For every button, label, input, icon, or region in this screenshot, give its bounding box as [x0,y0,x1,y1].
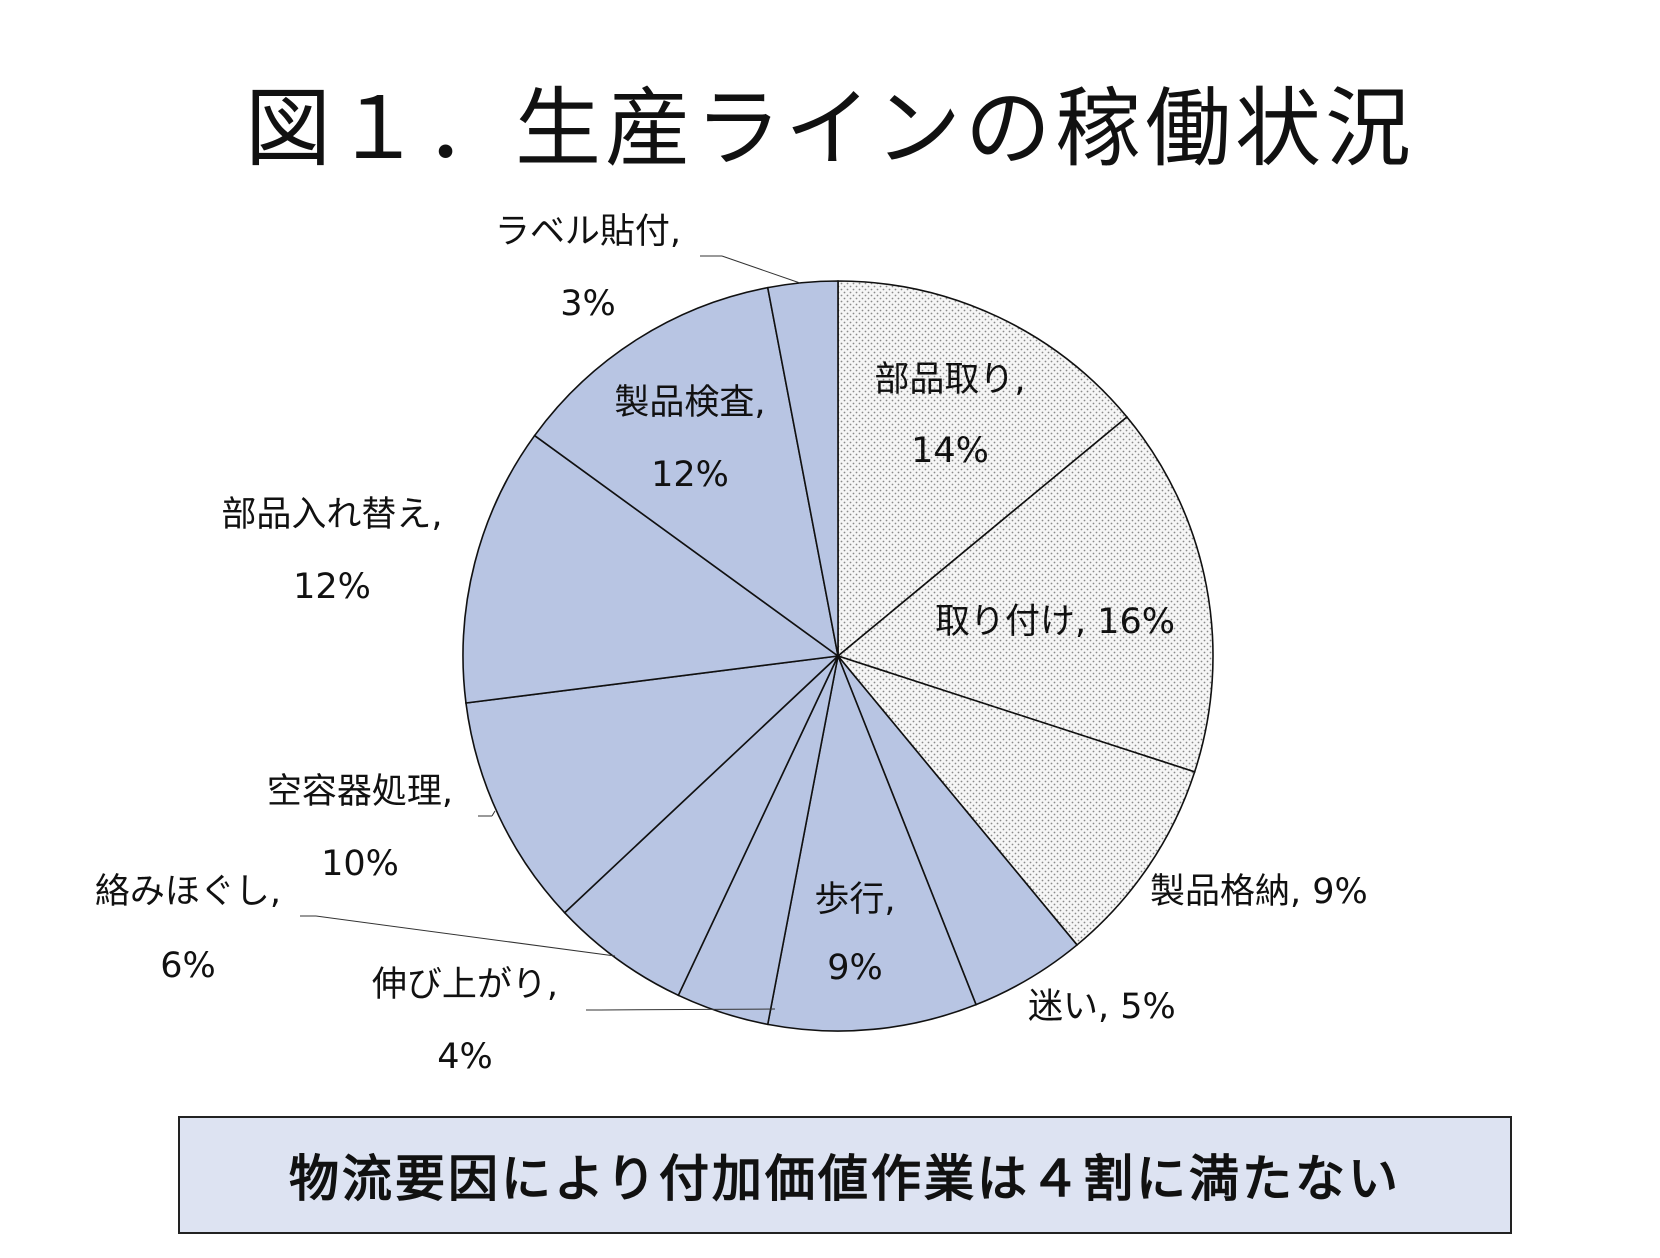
slice-製品格納 [835,654,1196,947]
slice-label-迷い: 迷い, 5% [1028,987,1176,1027]
slice-部品入れ替え [462,434,841,704]
slice-絡みほぐし [563,655,839,997]
slice-value-製品検査: 12% [651,455,729,495]
slice-value-絡みほぐし: 6% [160,946,216,986]
slice-label-製品検査: 製品検査, [614,383,765,423]
slice-value-部品入れ替え: 12% [293,567,371,607]
slice-labels: 部品取り, 14% 取り付け, 16% 製品格納, 9% 迷い, 5% 歩行, 9% 伸び上が… [95,212,1368,1077]
slice-取り付け [836,415,1214,773]
slice-label-絡みほぐし: 絡みほぐし, [95,872,281,912]
slice-label-ラベル貼付: ラベル貼付, [495,212,681,252]
leader-lines [300,255,801,1011]
slice-label-空容器処理: 空容器処理, [267,772,453,812]
pie-slices [462,280,1214,1032]
slice-label-部品入れ替え: 部品入れ替え, [221,495,442,535]
slice-label-伸び上がり: 伸び上がり, [372,965,558,1005]
chart-title: 図１．生産ラインの稼働状況 [245,79,1415,179]
slice-value-ラベル貼付: 3% [560,284,616,324]
conclusion-box: 物流要因により付加価値作業は４割に満たない [178,1116,1512,1234]
leader-line-伸び上がり [599,1008,776,1011]
slice-空容器処理 [465,654,841,914]
leader-line-絡みほぐし [315,915,616,957]
pie-chart: 部品取り, 14% 取り付け, 16% 製品格納, 9% 迷い, 5% 歩行, 9% 伸び上が… [95,212,1368,1077]
leader-line-空容器処理 [491,810,496,817]
conclusion-text: 物流要因により付加価値作業は４割に満たない [289,1150,1401,1208]
slice-value-伸び上がり: 4% [437,1037,493,1077]
slice-label-部品取り: 部品取り, [874,360,1025,400]
leader-line-ラベル貼付 [721,255,801,284]
slice-value-歩行: 9% [827,948,883,988]
slice-label-歩行: 歩行, [814,880,895,920]
slice-部品取り [837,280,1129,658]
slice-value-空容器処理: 10% [321,844,399,884]
slice-製品検査 [533,286,840,658]
slice-ラベル貼付 [766,280,839,657]
slice-value-部品取り: 14% [911,431,989,471]
slice-歩行 [766,653,978,1032]
slice-label-取り付け: 取り付け, 16% [935,602,1175,642]
slice-label-製品格納: 製品格納, 9% [1150,872,1368,912]
